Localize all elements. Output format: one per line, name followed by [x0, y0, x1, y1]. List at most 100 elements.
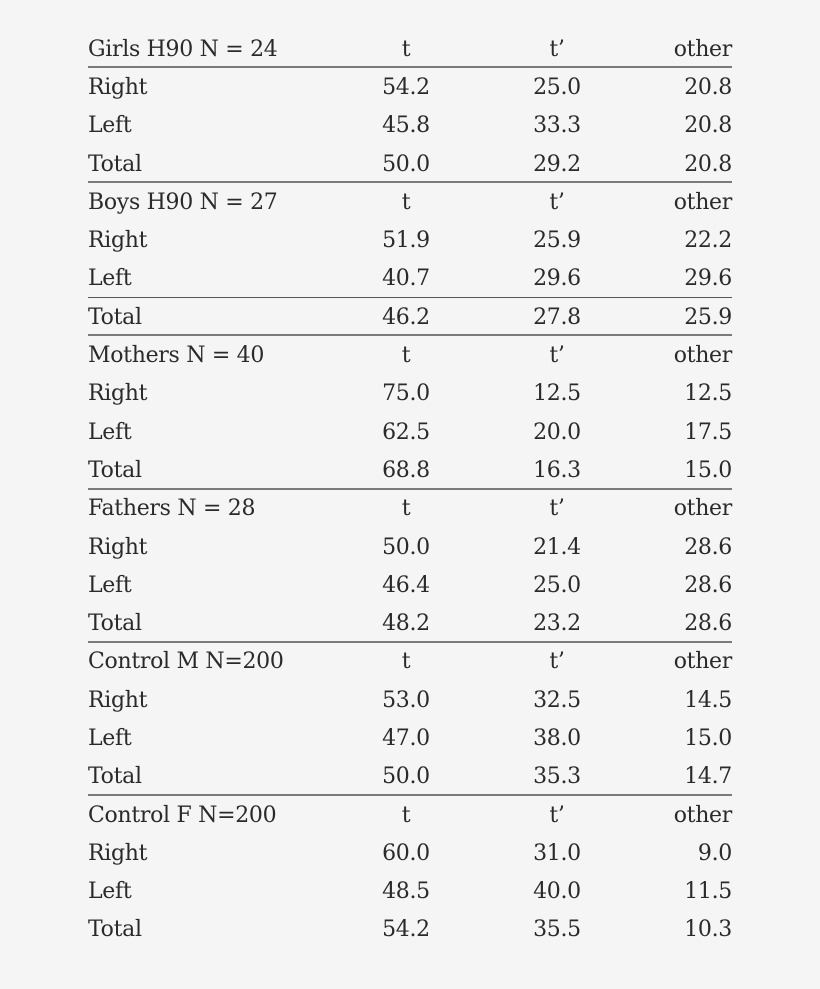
- table-row-total: Total 48.2 23.2 28.6: [88, 604, 732, 644]
- table-row: Left 40.7 29.6 29.6: [88, 260, 732, 299]
- cell-t-prime: 16.3: [533, 457, 581, 483]
- cell-other: 25.9: [684, 304, 732, 330]
- group-header-boys: Boys H90 N = 27 t t’ other: [88, 183, 732, 221]
- group-title: Mothers N = 40: [88, 343, 265, 369]
- group-header-girls: Girls H90 N = 24 t t’ other: [88, 30, 733, 69]
- cell-t-prime: 25.0: [533, 74, 581, 100]
- group-header-fathers: Fathers N = 28 t t’ other: [88, 490, 732, 528]
- table-row: Right 75.0 12.5 12.5: [88, 375, 732, 413]
- group-title: Boys H90 N = 27: [88, 189, 278, 215]
- cell-t: 48.5: [382, 879, 430, 905]
- table-row: Left 47.0 38.0 15.0: [88, 719, 732, 757]
- cell-other: 17.5: [684, 419, 732, 445]
- group-title: Girls H90 N = 24: [88, 36, 278, 62]
- handedness-table: Girls H90 N = 24 t t’ other Right 54.2 2…: [88, 30, 732, 949]
- row-label: Left: [88, 266, 132, 292]
- table-row-total: Total 46.2 27.8 25.9: [88, 298, 732, 337]
- row-label: Right: [88, 228, 148, 254]
- group-header-control-m: Control M N=200 t t’ other: [88, 643, 732, 681]
- col-header-t-prime: t’: [549, 802, 565, 828]
- cell-t: 62.5: [382, 419, 430, 445]
- col-header-t-prime: t’: [549, 496, 565, 522]
- group-title: Control M N=200: [88, 649, 284, 675]
- group-title: Control F N=200: [88, 802, 277, 828]
- cell-other: 20.8: [684, 151, 732, 177]
- col-header-t: t: [401, 496, 411, 522]
- cell-t: 47.0: [382, 725, 430, 751]
- col-header-t: t: [401, 802, 411, 828]
- col-header-t: t: [401, 36, 411, 62]
- cell-other: 9.0: [697, 840, 732, 866]
- row-label: Right: [88, 534, 148, 560]
- cell-t: 50.0: [382, 151, 430, 177]
- table-row-total: Total 50.0 35.3 14.7: [88, 758, 732, 797]
- cell-t: 53.0: [382, 687, 430, 713]
- cell-other: 20.8: [684, 113, 732, 139]
- table-row: Left 48.5 40.0 11.5: [88, 873, 732, 911]
- cell-t: 51.9: [382, 228, 430, 254]
- cell-t-prime: 21.4: [533, 534, 581, 560]
- cell-t-prime: 27.8: [533, 304, 581, 330]
- cell-t-prime: 35.5: [533, 917, 581, 943]
- cell-t: 40.7: [382, 266, 430, 292]
- table-row-total: Total 50.0 29.2 20.8: [88, 145, 732, 184]
- cell-other: 28.6: [684, 572, 732, 598]
- col-header-t: t: [401, 649, 411, 675]
- cell-other: 10.3: [684, 917, 732, 943]
- cell-t: 46.4: [382, 572, 430, 598]
- col-header-t-prime: t’: [549, 343, 565, 369]
- row-label: Left: [88, 113, 132, 139]
- cell-t: 75.0: [382, 381, 430, 407]
- cell-t-prime: 33.3: [533, 113, 581, 139]
- row-label: Left: [88, 879, 132, 905]
- cell-t-prime: 23.2: [533, 611, 581, 637]
- cell-other: 12.5: [684, 381, 732, 407]
- cell-t: 45.8: [382, 113, 430, 139]
- cell-t: 68.8: [382, 457, 430, 483]
- row-label: Left: [88, 419, 132, 445]
- cell-other: 14.5: [684, 687, 732, 713]
- col-header-t-prime: t’: [549, 189, 565, 215]
- table-row: Right 54.2 25.0 20.8: [88, 68, 732, 106]
- table-row: Left 45.8 33.3 20.8: [88, 107, 732, 145]
- cell-t-prime: 35.3: [533, 764, 581, 790]
- col-header-other: other: [673, 802, 733, 828]
- row-label: Total: [88, 151, 142, 177]
- table-row: Right 50.0 21.4 28.6: [88, 528, 732, 566]
- cell-t-prime: 31.0: [533, 840, 581, 866]
- row-label: Right: [88, 74, 148, 100]
- cell-other: 15.0: [684, 725, 732, 751]
- col-header-t-prime: t’: [549, 36, 565, 62]
- cell-t-prime: 32.5: [533, 687, 581, 713]
- row-label: Left: [88, 572, 132, 598]
- cell-other: 20.8: [684, 74, 732, 100]
- col-header-other: other: [673, 36, 733, 62]
- cell-t-prime: 40.0: [533, 879, 581, 905]
- group-title: Fathers N = 28: [88, 496, 256, 522]
- row-label: Right: [88, 687, 148, 713]
- row-label: Total: [88, 611, 142, 637]
- table-row: Left 62.5 20.0 17.5: [88, 413, 732, 451]
- cell-t-prime: 29.6: [533, 266, 581, 292]
- cell-t: 48.2: [382, 611, 430, 637]
- col-header-other: other: [673, 189, 733, 215]
- cell-t-prime: 25.9: [533, 228, 581, 254]
- cell-t: 50.0: [382, 534, 430, 560]
- col-header-t: t: [401, 189, 411, 215]
- cell-other: 28.6: [684, 534, 732, 560]
- cell-t: 54.2: [382, 74, 430, 100]
- row-label: Left: [88, 725, 132, 751]
- cell-t-prime: 20.0: [533, 419, 581, 445]
- group-header-mothers: Mothers N = 40 t t’ other: [88, 336, 732, 374]
- cell-other: 11.5: [684, 879, 732, 905]
- cell-other: 29.6: [684, 266, 732, 292]
- col-header-t: t: [401, 343, 411, 369]
- col-header-other: other: [673, 496, 733, 522]
- cell-other: 14.7: [684, 764, 732, 790]
- cell-other: 22.2: [684, 228, 732, 254]
- cell-t: 50.0: [382, 764, 430, 790]
- row-label: Right: [88, 381, 148, 407]
- row-label: Total: [88, 764, 142, 790]
- table-row: Right 60.0 31.0 9.0: [88, 834, 732, 872]
- cell-t: 60.0: [382, 840, 430, 866]
